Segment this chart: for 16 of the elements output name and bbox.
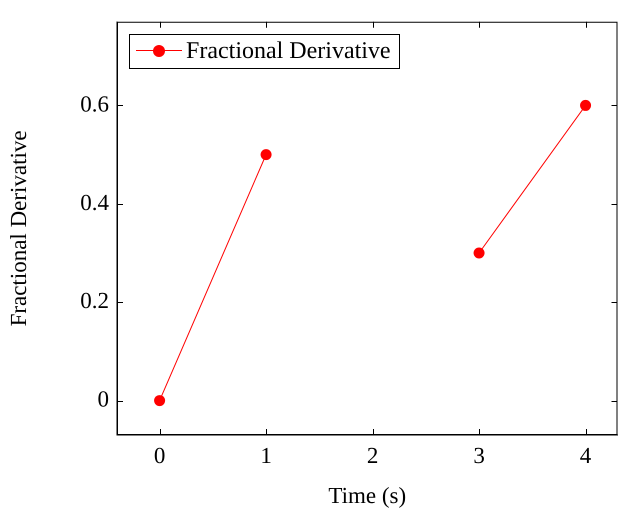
y-tick-label: 0.6 xyxy=(80,91,109,116)
point xyxy=(474,247,485,258)
x-tick-label: 2 xyxy=(366,442,378,468)
y-tick-label: 0.4 xyxy=(80,190,110,215)
point xyxy=(154,395,166,406)
x-tick-label: 1 xyxy=(260,442,272,468)
x-tick-label: 0 xyxy=(154,442,166,468)
x-tick-label: 3 xyxy=(473,442,485,468)
y-tick-label: 0.2 xyxy=(80,288,109,314)
y-tick-label: 0 xyxy=(98,386,109,412)
x-tick-label: 4 xyxy=(580,442,592,468)
legend-label: Fractional Derivative xyxy=(186,38,391,65)
point xyxy=(260,149,272,160)
x-axis-title: Time (s) xyxy=(328,483,406,508)
point xyxy=(580,100,592,111)
y-axis-title: Fractional Derivative xyxy=(6,130,31,326)
